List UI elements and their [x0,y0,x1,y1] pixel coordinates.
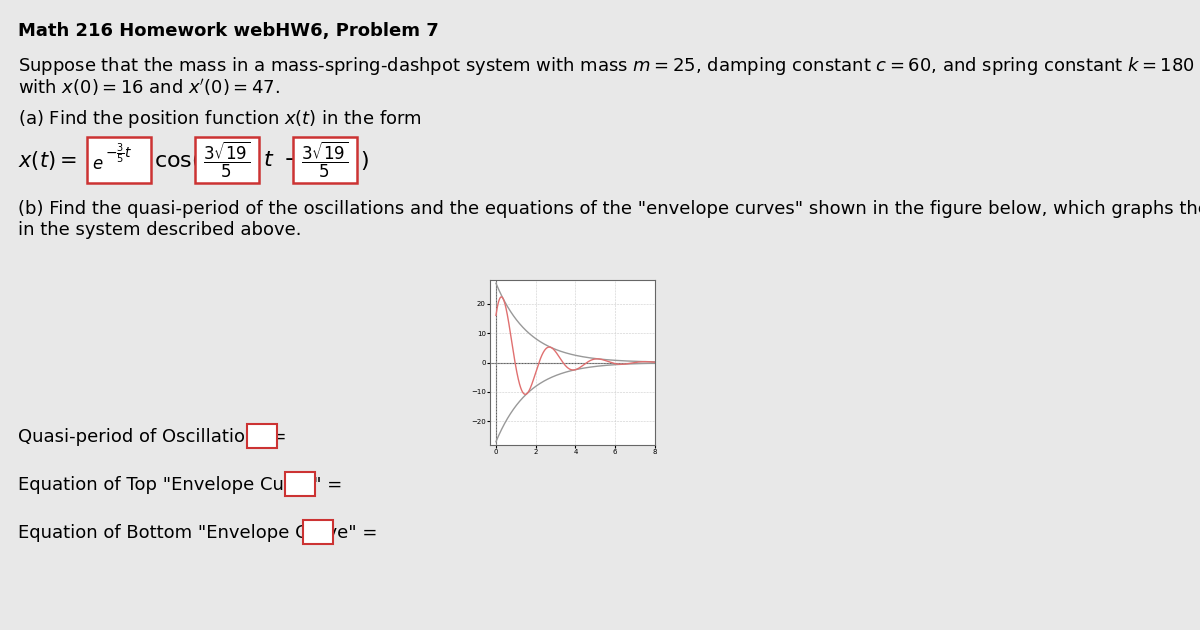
Text: with $x(0) = 16$ and $x'(0) = 47$.: with $x(0) = 16$ and $x'(0) = 47$. [18,77,280,98]
Text: $)$: $)$ [360,149,368,171]
FancyBboxPatch shape [88,137,151,183]
Text: in the system described above.: in the system described above. [18,221,301,239]
Text: Suppose that the mass in a mass-spring-dashpot system with mass $m = 25$, dampin: Suppose that the mass in a mass-spring-d… [18,55,1200,77]
Text: (a) Find the position function $x(t)$ in the form: (a) Find the position function $x(t)$ in… [18,108,422,130]
Text: $\mathrm{cos}($: $\mathrm{cos}($ [154,149,200,171]
Text: Quasi-period of Oscillations =: Quasi-period of Oscillations = [18,428,287,446]
FancyBboxPatch shape [194,137,259,183]
Text: $t\ -$: $t\ -$ [263,150,301,170]
Text: $\dfrac{3\sqrt{19}}{5}$: $\dfrac{3\sqrt{19}}{5}$ [203,140,251,180]
Text: $e$: $e$ [92,155,103,173]
Text: (b) Find the quasi-period of the oscillations and the equations of the "envelope: (b) Find the quasi-period of the oscilla… [18,200,1200,218]
Text: Equation of Bottom "Envelope Curve" =: Equation of Bottom "Envelope Curve" = [18,524,377,542]
FancyBboxPatch shape [247,424,277,448]
FancyBboxPatch shape [286,472,314,496]
Text: $-\frac{3}{5}t$: $-\frac{3}{5}t$ [106,142,133,166]
Text: $x(t) =$: $x(t) =$ [18,149,77,171]
FancyBboxPatch shape [293,137,358,183]
FancyBboxPatch shape [302,520,334,544]
Text: $\dfrac{3\sqrt{19}}{5}$: $\dfrac{3\sqrt{19}}{5}$ [301,140,349,180]
Text: Math 216 Homework webHW6, Problem 7: Math 216 Homework webHW6, Problem 7 [18,22,439,40]
Text: Equation of Top "Envelope Curve" =: Equation of Top "Envelope Curve" = [18,476,342,494]
